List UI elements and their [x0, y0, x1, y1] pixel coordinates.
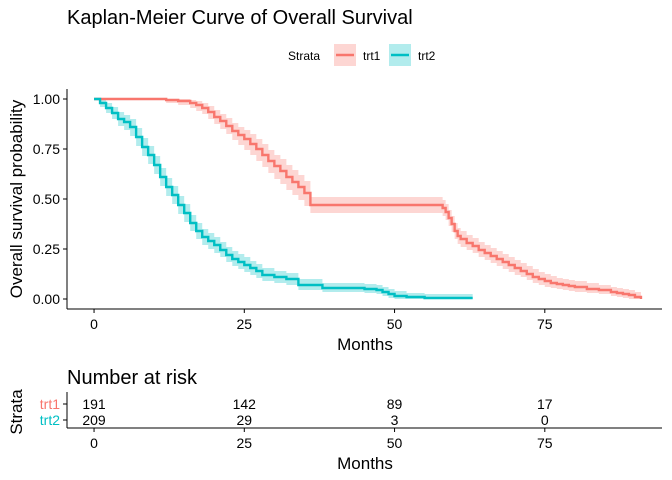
y-tick-label: 0.00 [33, 291, 60, 307]
risk-count-trt1: 191 [82, 396, 106, 412]
y-axis-label: Overall survival probability [7, 99, 26, 298]
risk-count-trt2: 29 [237, 412, 253, 428]
confidence-band-trt1 [94, 99, 641, 299]
y-tick-label: 1.00 [33, 91, 60, 107]
risk-count-trt1: 142 [233, 396, 257, 412]
risk-count-trt1: 89 [387, 396, 403, 412]
survival-line-trt2 [94, 97, 473, 300]
risk-count-trt2: 3 [391, 412, 399, 428]
legend-title: Strata [288, 49, 320, 63]
y-tick-label: 0.50 [33, 191, 60, 207]
y-tick-label: 0.25 [33, 241, 60, 257]
x-tick-label: 50 [387, 316, 403, 332]
x-tick-label: 25 [237, 316, 253, 332]
risk-x-axis-label: Months [337, 454, 393, 473]
risk-row-label-trt2: trt2 [40, 412, 60, 428]
survival-line-trt1 [94, 97, 643, 299]
confidence-band-trt2 [94, 99, 473, 299]
risk-x-tick-label: 0 [90, 435, 98, 451]
risk-row-label-trt1: trt1 [40, 396, 60, 412]
risk-count-trt1: 17 [537, 396, 553, 412]
x-tick-label: 75 [537, 316, 553, 332]
km-plot-area [94, 97, 643, 300]
risk-x-tick-label: 50 [387, 435, 403, 451]
risk-count-trt2: 0 [541, 412, 549, 428]
risk-x-tick-label: 25 [237, 435, 253, 451]
legend-label-trt2: trt2 [418, 49, 436, 63]
legend: Strata trt1 trt2 [288, 44, 436, 66]
y-tick-label: 0.75 [33, 141, 60, 157]
risk-table-title: Number at risk [67, 367, 198, 389]
legend-label-trt1: trt1 [363, 49, 381, 63]
risk-y-axis-label: Strata [7, 389, 26, 435]
x-tick-label: 0 [90, 316, 98, 332]
chart-title: Kaplan-Meier Curve of Overall Survival [67, 7, 413, 29]
risk-count-trt2: 209 [82, 412, 106, 428]
risk-x-tick-label: 75 [537, 435, 553, 451]
x-axis-label: Months [337, 335, 393, 354]
